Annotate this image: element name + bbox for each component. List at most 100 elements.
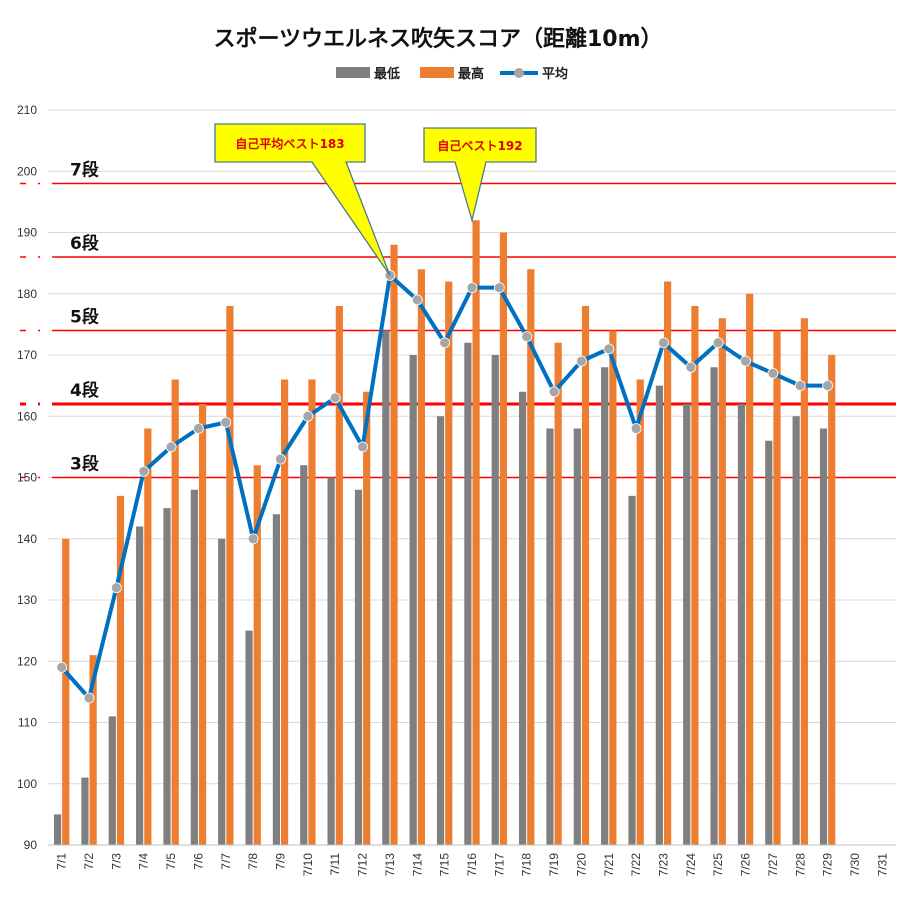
y-tick-label: 90	[24, 838, 38, 852]
x-tick-label: 7/13	[383, 853, 397, 877]
legend-label: 最低	[374, 66, 400, 82]
x-tick-label: 7/26	[739, 853, 753, 877]
x-tick-label: 7/11	[328, 853, 342, 876]
legend-marker	[514, 68, 524, 78]
callout-shape	[423, 127, 537, 223]
bar-max	[62, 538, 70, 845]
average-point	[247, 533, 259, 545]
bar-min	[53, 814, 62, 845]
bar-min	[710, 367, 718, 845]
bar-max	[417, 269, 425, 845]
bar-max	[144, 428, 152, 845]
rank-label: 6段	[70, 233, 99, 254]
callout-text: 自己平均ベスト183	[235, 136, 344, 151]
x-tick-label: 7/18	[520, 853, 534, 877]
average-point	[548, 386, 560, 398]
x-tick-label: 7/7	[219, 853, 233, 870]
bar-max	[581, 306, 590, 845]
average-point	[275, 453, 286, 465]
legend-label: 平均	[542, 66, 568, 82]
average-point	[603, 343, 615, 355]
bar-min	[190, 489, 198, 845]
bar-min	[573, 428, 581, 845]
x-tick-label: 7/30	[848, 853, 862, 877]
bar-max	[445, 281, 453, 845]
bar-series	[53, 220, 836, 845]
x-tick-label: 7/22	[629, 853, 643, 877]
y-tick-label: 140	[17, 532, 37, 546]
bar-min	[300, 465, 308, 845]
average-point	[411, 294, 423, 306]
bar-min	[272, 514, 281, 845]
x-tick-label: 7/19	[547, 853, 561, 877]
bar-min	[354, 489, 363, 845]
x-tick-label: 7/25	[711, 853, 725, 877]
average-point	[220, 416, 232, 428]
bar-min	[628, 495, 636, 845]
average-point	[466, 282, 478, 294]
bar-max	[281, 379, 289, 845]
bar-max	[472, 220, 480, 845]
x-tick-label: 7/3	[109, 853, 123, 870]
x-tick-label: 7/27	[766, 853, 780, 877]
x-tick-label: 7/1	[55, 853, 69, 870]
bar-min	[81, 777, 89, 845]
x-tick-label: 7/31	[875, 853, 889, 877]
bar-max	[335, 306, 343, 845]
bar-max	[308, 379, 316, 845]
bar-min	[737, 404, 746, 845]
average-line-series	[56, 269, 834, 704]
legend: 最低 最高 平均	[336, 66, 568, 82]
x-tick-label: 7/9	[274, 853, 288, 870]
bar-min	[519, 391, 527, 845]
bar-min	[601, 367, 609, 845]
x-tick-label: 7/10	[301, 853, 315, 877]
rank-label: 4段	[70, 380, 99, 401]
callouts: 自己平均ベスト183 自己ベスト192	[214, 123, 537, 276]
x-tick-label: 7/4	[137, 853, 151, 870]
bar-max	[499, 232, 508, 845]
bar-min	[245, 630, 253, 845]
average-point	[740, 355, 751, 367]
average-point	[767, 367, 779, 379]
legend-swatch	[420, 67, 454, 78]
bar-max	[198, 404, 207, 845]
callout-text: 自己ベスト192	[437, 138, 522, 153]
bar-max	[116, 495, 125, 845]
legend-item: 最高	[420, 66, 484, 82]
y-tick-label: 120	[17, 654, 37, 668]
bar-max	[691, 306, 699, 845]
legend-label: 最高	[458, 66, 484, 82]
x-tick-label: 7/28	[793, 853, 807, 877]
y-tick-label: 130	[17, 593, 37, 607]
bar-max	[609, 330, 617, 845]
x-tick-label: 7/5	[164, 853, 178, 870]
bar-min	[765, 440, 773, 845]
bar-max	[527, 269, 535, 845]
bar-max	[226, 306, 234, 845]
bar-min	[491, 355, 499, 845]
bar-min	[409, 355, 417, 845]
y-tick-label: 190	[17, 226, 37, 240]
callout: 自己ベスト192	[423, 127, 537, 223]
average-point	[165, 441, 177, 453]
average-point	[822, 380, 834, 392]
x-tick-label: 7/24	[684, 853, 698, 877]
bar-min	[546, 428, 554, 845]
average-point	[794, 380, 806, 392]
y-tick-label: 170	[17, 348, 37, 362]
bar-max	[773, 330, 781, 845]
rank-label: 7段	[70, 160, 99, 181]
y-tick-label: 180	[17, 287, 37, 301]
x-tick-label: 7/20	[574, 853, 588, 877]
axes: 90 100 110 120 130 140 150 160 170 180 190 200 210 7/…	[17, 103, 896, 876]
average-point	[56, 661, 68, 673]
bar-min	[327, 477, 335, 845]
bar-min	[655, 385, 663, 845]
bar-max	[746, 293, 754, 845]
legend-item: 平均	[500, 66, 568, 82]
average-point	[329, 392, 341, 404]
average-point	[630, 423, 642, 434]
average-point	[302, 410, 314, 422]
